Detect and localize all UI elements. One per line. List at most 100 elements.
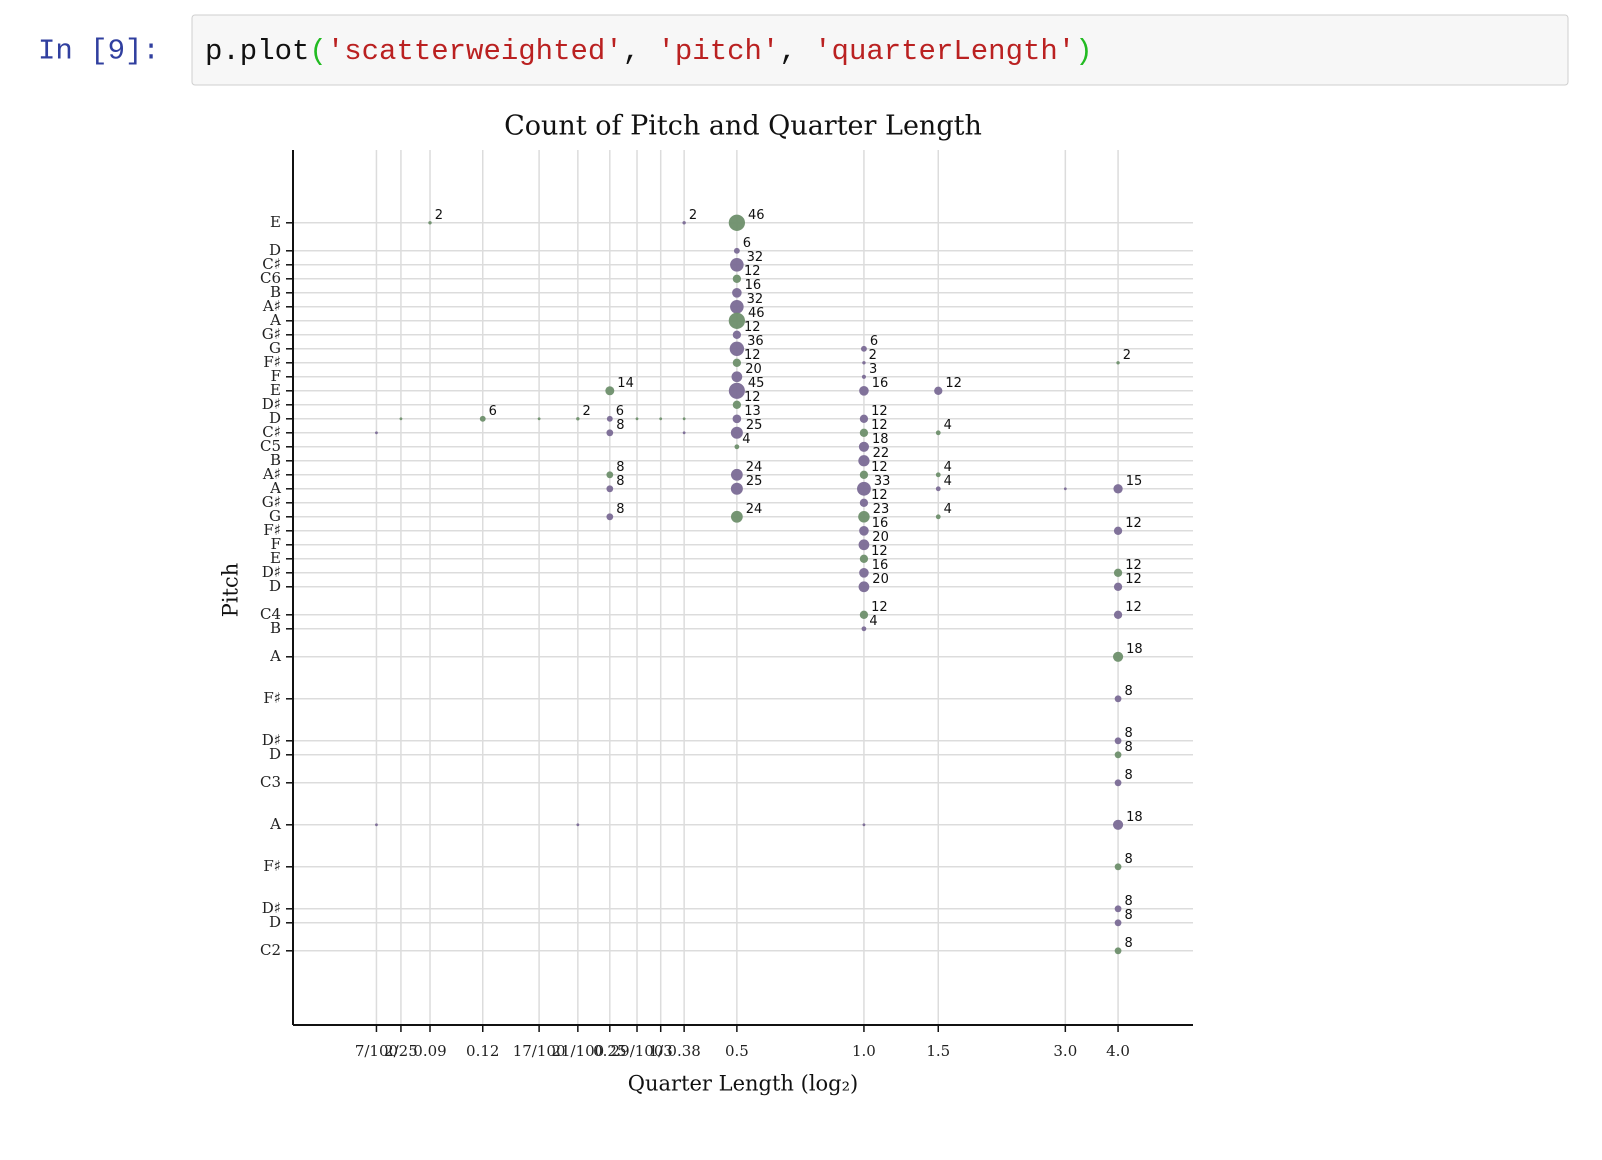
count-label: 45 xyxy=(748,376,765,391)
point xyxy=(606,471,614,479)
code-line: p.plot('scatterweighted', 'pitch', 'quar… xyxy=(205,35,1093,68)
code-token: ) xyxy=(1075,35,1092,68)
count-label: 16 xyxy=(872,558,889,573)
point xyxy=(1112,651,1124,662)
y-tick-label: A♯ xyxy=(262,297,281,315)
y-tick-label: A xyxy=(269,815,281,833)
count-label: 32 xyxy=(747,292,764,307)
count-label: 3 xyxy=(869,362,877,377)
point xyxy=(1114,947,1122,955)
x-tick-label: 1/3 xyxy=(649,1042,673,1060)
point xyxy=(862,823,866,827)
point xyxy=(1113,582,1123,591)
count-label: 12 xyxy=(1125,558,1142,573)
y-tick-label: G xyxy=(269,339,281,357)
point xyxy=(399,417,403,421)
y-axis-label: Pitch xyxy=(219,563,243,618)
x-axis-label: Quarter Length (log₂) xyxy=(628,1072,858,1096)
count-label: 12 xyxy=(744,348,761,363)
count-label: 24 xyxy=(746,502,763,517)
point xyxy=(606,429,614,437)
point xyxy=(861,374,867,379)
point xyxy=(730,468,743,481)
y-tick-label: G♯ xyxy=(262,325,281,343)
x-tick-label: 0.5 xyxy=(725,1042,749,1060)
count-label: 12 xyxy=(1125,516,1142,531)
point xyxy=(682,431,686,435)
count-label: 4 xyxy=(944,502,952,517)
point xyxy=(682,417,686,421)
y-tick-label: F xyxy=(271,535,281,553)
point xyxy=(861,626,867,632)
code-token: , xyxy=(779,35,814,68)
point xyxy=(729,341,745,356)
point xyxy=(860,345,867,352)
point xyxy=(635,417,639,421)
x-tick-label: 0.25 xyxy=(593,1042,626,1060)
code-token: , xyxy=(623,35,658,68)
point xyxy=(730,482,743,495)
count-label: 2 xyxy=(1123,348,1131,363)
point xyxy=(859,554,869,563)
y-tick-label: G♯ xyxy=(262,493,281,511)
point xyxy=(576,417,580,421)
point xyxy=(728,312,746,329)
point xyxy=(935,514,941,520)
grid xyxy=(293,150,1193,1025)
point xyxy=(859,526,869,536)
chart-title: Count of Pitch and Quarter Length xyxy=(504,111,982,142)
point xyxy=(733,247,740,254)
point xyxy=(732,330,742,339)
point xyxy=(576,823,580,827)
count-label: 12 xyxy=(945,376,962,391)
count-label: 4 xyxy=(869,614,877,629)
y-tick-label: E xyxy=(270,549,281,567)
count-label: 2 xyxy=(689,208,697,223)
y-tick-label: C4 xyxy=(260,605,281,623)
point xyxy=(1063,487,1067,491)
y-tick-label: D♯ xyxy=(262,731,281,749)
point xyxy=(859,568,869,578)
y-tick-label: E xyxy=(270,381,281,399)
x-tick-label: 29/100 xyxy=(611,1042,664,1060)
y-tick-label: F♯ xyxy=(263,857,281,875)
y-tick-label: D♯ xyxy=(262,395,281,413)
count-label: 22 xyxy=(873,446,890,461)
point xyxy=(606,415,613,422)
count-label: 32 xyxy=(747,250,764,265)
count-label: 20 xyxy=(745,362,762,377)
x-tick-label: 17/100 xyxy=(513,1042,566,1060)
point xyxy=(858,441,870,452)
point xyxy=(935,472,941,478)
count-label: 2 xyxy=(583,404,591,419)
point xyxy=(728,214,746,231)
count-label: 46 xyxy=(748,306,765,321)
y-tick-label: A xyxy=(269,647,281,665)
y-tick-label: C3 xyxy=(260,773,281,791)
count-label: 24 xyxy=(746,460,763,475)
count-label: 25 xyxy=(746,418,763,433)
count-label: 20 xyxy=(872,530,889,545)
count-label: 8 xyxy=(1124,684,1132,699)
x-tick-label: 0.12 xyxy=(466,1042,499,1060)
count-label: 4 xyxy=(944,460,952,475)
point xyxy=(1114,863,1122,871)
point xyxy=(537,417,541,421)
y-tick-label: B xyxy=(270,283,281,301)
point xyxy=(730,300,744,314)
count-label: 16 xyxy=(872,516,889,531)
point xyxy=(1113,484,1123,494)
y-tick-label: C6 xyxy=(260,269,281,287)
point xyxy=(732,400,742,409)
point xyxy=(1114,905,1122,913)
y-tick-label: A♯ xyxy=(262,465,281,483)
point xyxy=(732,274,742,283)
count-label: 12 xyxy=(744,264,761,279)
y-tick-label: D xyxy=(269,577,281,595)
count-label: 12 xyxy=(871,404,888,419)
y-tick-label: D♯ xyxy=(262,563,281,581)
y-tick-label: D xyxy=(269,241,281,259)
x-tick-label: 21/100 xyxy=(551,1042,604,1060)
x-tick-label: 0.38 xyxy=(667,1042,700,1060)
code-cell[interactable] xyxy=(191,14,1569,86)
